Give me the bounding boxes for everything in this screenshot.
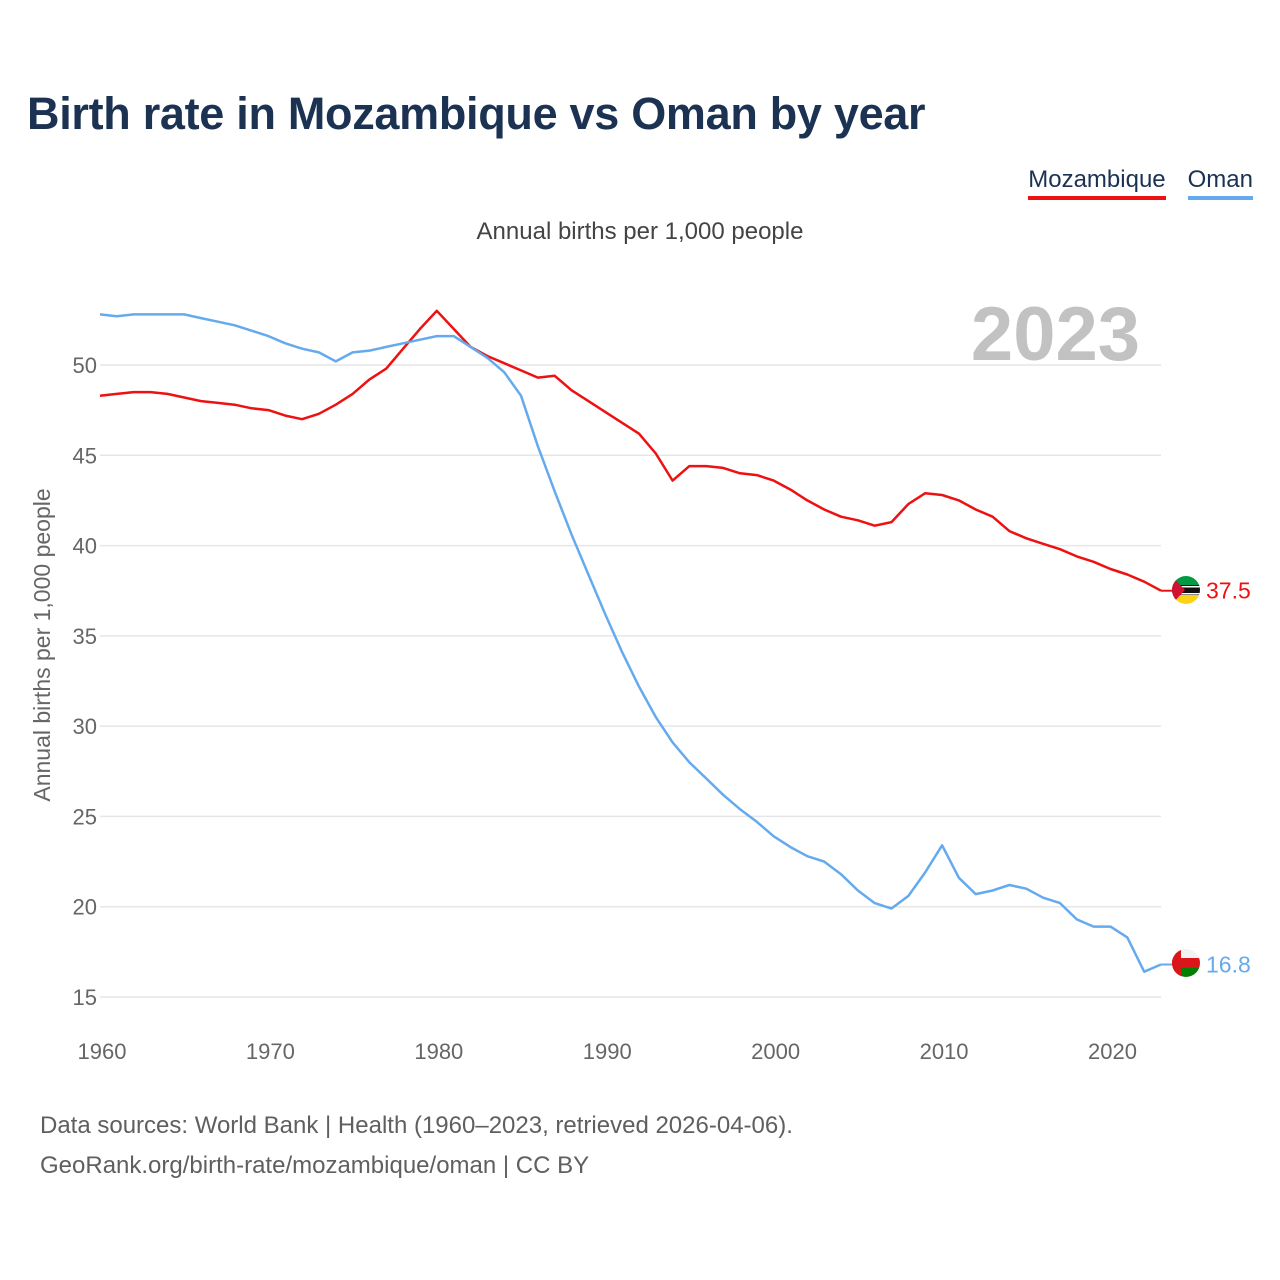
y-axis-title: Annual births per 1,000 people — [29, 488, 55, 801]
y-tick-label: 25 — [73, 804, 97, 829]
chart-subtitle: Annual births per 1,000 people — [476, 218, 804, 245]
mozambique-flag-icon — [1172, 576, 1200, 604]
legend: Mozambique Oman — [1028, 166, 1253, 200]
source-link[interactable]: GeoRank.org/birth-rate/mozambique/oman |… — [40, 1152, 590, 1179]
legend-item-oman[interactable]: Oman — [1187, 166, 1253, 200]
line-chart: 15 20 25 30 35 40 45 50 1960 1970 1980 1990 2000 2010… — [29, 292, 1251, 1064]
end-value-label-oman: 16.8 — [1206, 951, 1251, 977]
y-tick-label: 35 — [73, 624, 97, 649]
y-tick-label: 20 — [73, 895, 97, 920]
y-tick-label: 45 — [73, 443, 97, 468]
legend-item-mozambique[interactable]: Mozambique — [1028, 166, 1166, 200]
source-note: Data sources: World Bank | Health (1960–… — [40, 1112, 793, 1139]
year-label: 2023 — [971, 292, 1140, 377]
x-tick-label: 1990 — [583, 1039, 632, 1064]
x-tick-label: 1960 — [78, 1039, 127, 1064]
x-tick-label: 2000 — [751, 1039, 800, 1064]
x-tick-label: 2020 — [1088, 1039, 1137, 1064]
x-tick-label: 1980 — [414, 1039, 463, 1064]
x-tick-label: 1970 — [246, 1039, 295, 1064]
oman-flag-icon — [1172, 949, 1200, 977]
y-tick-label: 50 — [73, 353, 97, 378]
series-line-oman[interactable] — [99, 313, 1162, 973]
y-tick-label: 40 — [73, 534, 97, 559]
y-tick-label: 15 — [73, 985, 97, 1010]
chart-title: Birth rate in Mozambique vs Oman by year — [27, 88, 926, 139]
end-value-label-mozambique: 37.5 — [1206, 578, 1251, 604]
series-line-mozambique[interactable] — [99, 309, 1162, 592]
x-tick-label: 2010 — [920, 1039, 969, 1064]
footer: Data sources: World Bank | Health (1960–… — [40, 1106, 793, 1186]
y-tick-label: 30 — [73, 714, 97, 739]
